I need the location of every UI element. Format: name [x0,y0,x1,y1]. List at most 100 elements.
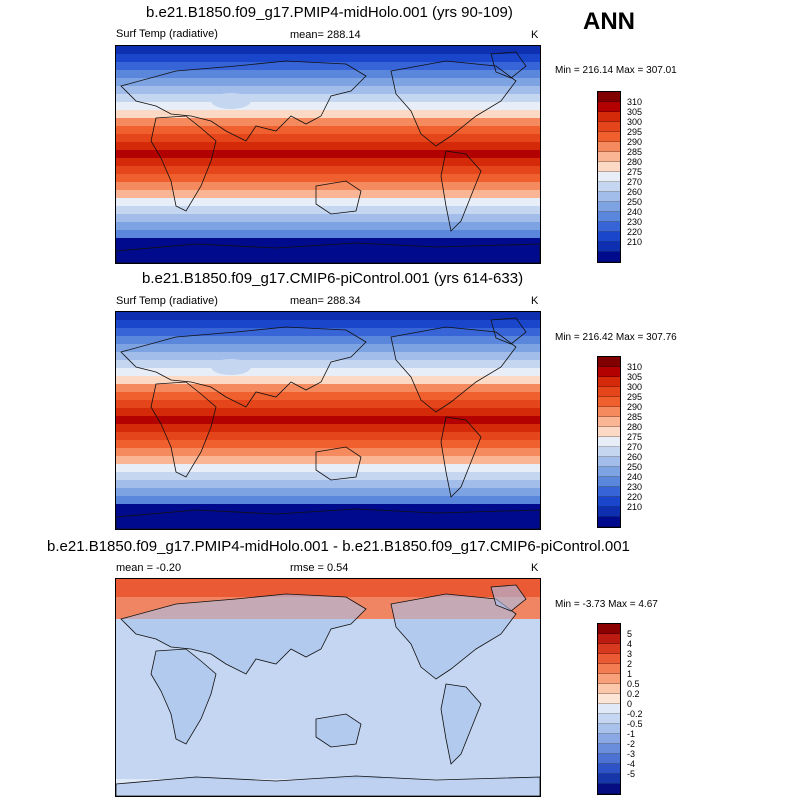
panel1-colorbar-swatch [598,252,620,262]
panel3-colorbar-label: 4 [627,639,633,649]
panel1-field-band [116,214,540,223]
panel3-units: K [531,562,539,574]
panel2-field-band [116,448,540,457]
season-label: ANN [583,8,635,35]
panel3-colorbar-swatch [598,754,620,764]
panel1-field-band [116,86,540,95]
panel2-colorbar-swatch [598,357,620,367]
panel3-colorbar-swatch [598,674,620,684]
panel1-field-band [116,118,540,127]
panel3-colorbar-label: -1 [627,729,636,739]
panel1-coastline [315,180,362,215]
panel1-units: K [531,29,539,41]
panel1-colorbar-label: 270 [627,177,643,187]
panel3-colorbar-label: 0 [627,699,633,709]
panel3-colorbar-swatch [598,644,620,654]
panel3-colorbar-swatch [598,724,620,734]
panel3-map-svg [116,579,540,796]
panel1-coastline [390,60,517,147]
panel3-coastline [440,683,482,765]
panel2-field-band [116,376,540,385]
panel1-colorbar-label: 240 [627,207,643,217]
panel3-colorbar-swatch [598,624,620,634]
panel3-coastline [390,593,517,680]
panel1-field-band [116,158,540,167]
panel3-mean: mean = -0.20 [116,562,182,574]
panel2-colorbar-label: 240 [627,472,643,482]
panel2-colorbar-swatch [598,417,620,427]
panel2-field-band [116,384,540,393]
panel1-colorbar-swatch [598,122,620,132]
panel3-colorbar-label: 1 [627,669,633,679]
panel3-field-band [116,747,540,756]
panel2-units: K [531,295,539,307]
panel2-field-band [116,456,540,465]
panel2-coastline [150,381,217,478]
panel3-colorbar-swatch [598,664,620,674]
panel3-colorbar-label: 0.5 [627,679,640,689]
panel2-colorbar-swatch [598,397,620,407]
panel2-field-band [116,312,540,321]
panel1-coastline [150,115,217,212]
panel3-coastline [490,584,527,612]
panel3-colorbar-swatch [598,744,620,754]
panel3-title: b.e21.B1850.f09_g17.PMIP4-midHolo.001 - … [47,538,630,555]
panel3-colorbar-swatch [598,764,620,774]
panel2-mean: mean= 288.34 [290,295,361,307]
panel1-field-band [116,102,540,111]
panel3-colorbar-swatch [598,684,620,694]
panel1-field-band [116,222,540,231]
panel1-colorbar-swatch [598,232,620,242]
panel1-field-band [116,78,540,87]
panel2-title: b.e21.B1850.f09_g17.CMIP6-piControl.001 … [142,270,524,287]
panel3-coastline [315,713,362,748]
panel2-field-band [116,440,540,449]
panel3-field-band [116,643,540,652]
panel2-field-band [116,360,540,369]
panel3-colorbar-swatch [598,774,620,784]
panel2-colorbar-swatch [598,387,620,397]
panel3-field-band [116,675,540,684]
panel2-colorbar-label: 270 [627,442,643,452]
panel1-colorbar-swatch [598,222,620,232]
panel2-colorbar-label: 210 [627,502,643,512]
panel3-coastline [116,775,540,796]
panel1-map-svg [116,46,540,263]
panel1-colorbar-label: 220 [627,227,643,237]
panel2-colorbar-label: 275 [627,432,643,442]
panel1-coastline [440,150,482,232]
panel3-field-band [116,771,540,780]
panel1-colorbar-swatch [598,172,620,182]
panel2-field-band [116,344,540,353]
panel2-field-band [116,424,540,433]
panel1-field-band [116,174,540,183]
panel2-colorbar-swatch [598,467,620,477]
panel1-colorbar-swatch [598,112,620,122]
panel2-field-band [116,512,540,521]
panel1-mean: mean= 288.14 [290,29,361,41]
panel1-field-band [116,182,540,191]
panel1-colorbar-label: 295 [627,127,643,137]
panel2-field-band [116,336,540,345]
panel1-field-band [116,46,540,55]
panel3-colorbar-swatch [598,694,620,704]
panel2-colorbar-swatch [598,447,620,457]
panel3-colorbar-label: -4 [627,759,636,769]
panel1-colorbar-label: 280 [627,157,643,167]
panel2-colorbar-swatch [598,517,620,527]
panel3-colorbar-label: 5 [627,629,633,639]
panel3-field-band [116,651,540,660]
panel3-colorbar-swatch [598,784,620,794]
panel2-colorbar-label: 230 [627,482,643,492]
panel2-field-band [116,320,540,329]
panel1-colorbar-swatch [598,182,620,192]
panel1-colorbar-swatch [598,242,620,252]
panel1-field-band [116,190,540,199]
panel2-colorbar-label: 250 [627,462,643,472]
panel3-colorbar-label: 3 [627,649,633,659]
panel1-field-band [116,206,540,215]
panel3-field-band [116,667,540,676]
panel1-map [115,45,541,264]
panel3-field-band [116,659,540,668]
panel1-colorbar-swatch [598,92,620,102]
